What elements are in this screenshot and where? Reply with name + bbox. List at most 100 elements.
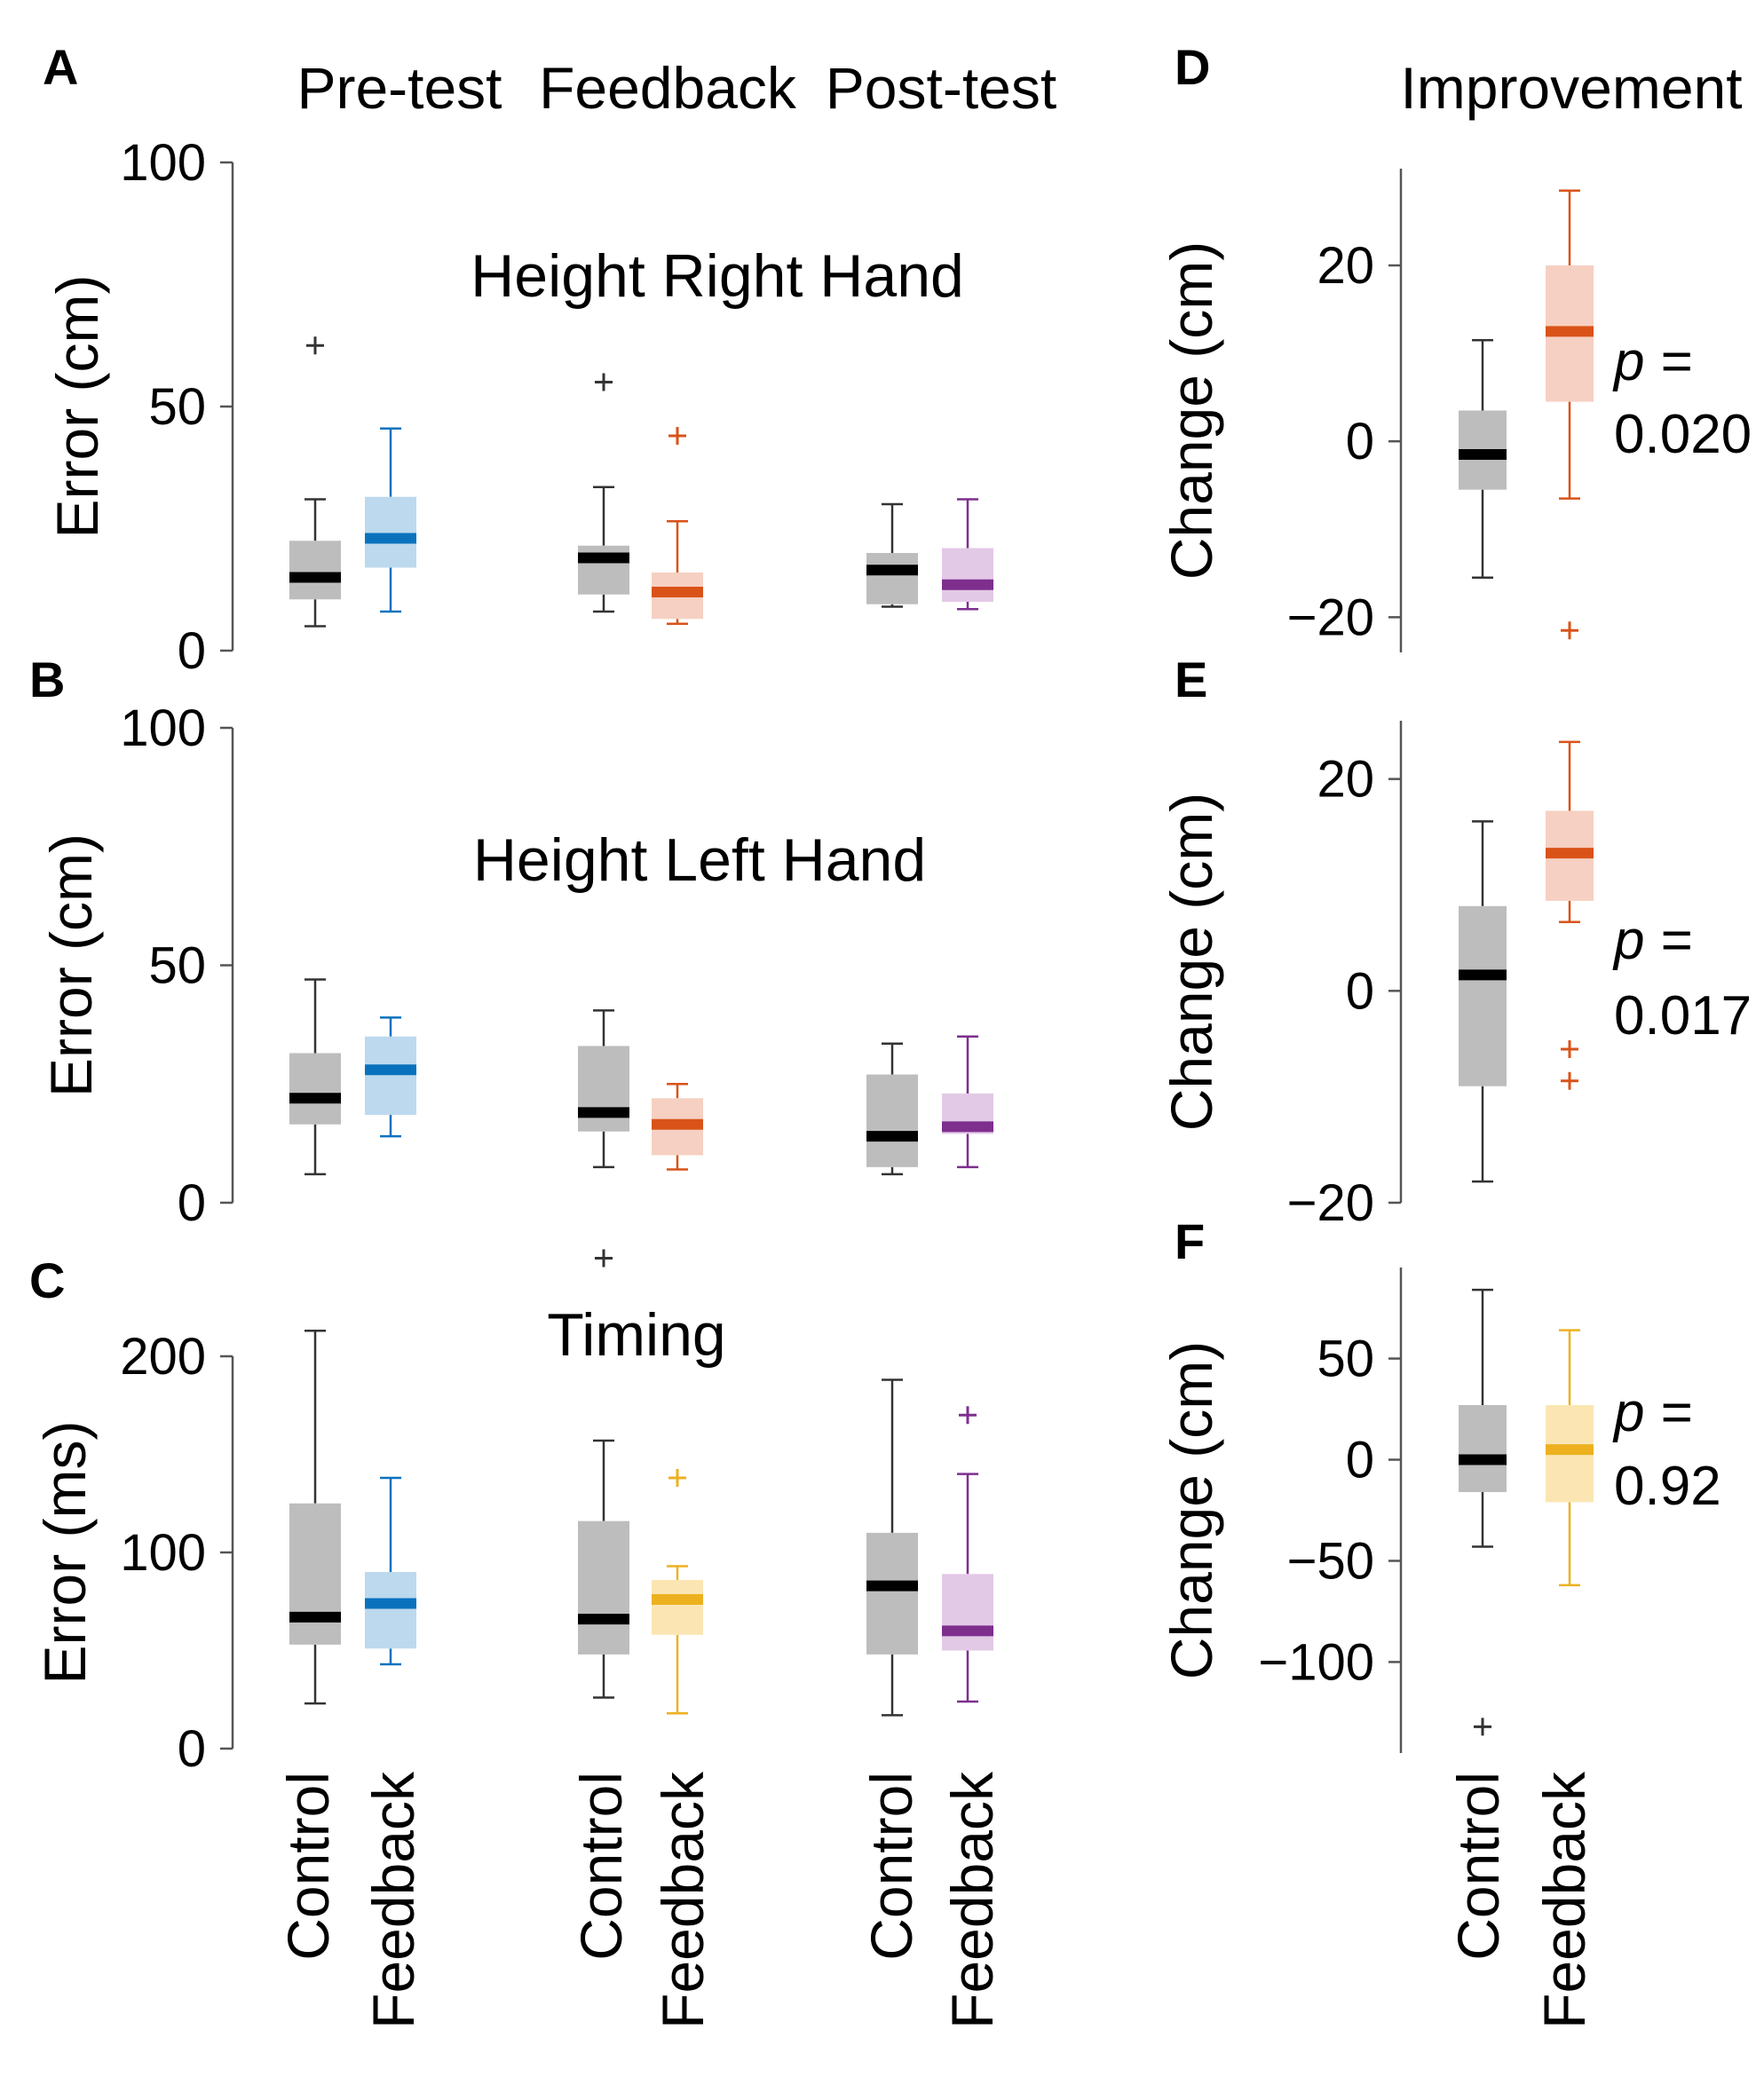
panel-letter-f: F	[1175, 1213, 1205, 1269]
x-category-label: Control	[275, 1772, 341, 1961]
box-iqr	[289, 1503, 341, 1645]
box-feedback	[1546, 189, 1594, 640]
panel-f: F −100 −50 0 50 Change (cm) p = 0.92	[1159, 1213, 1721, 1753]
outlier-marker	[306, 336, 324, 355]
box-iqr	[578, 1520, 629, 1655]
y-tick-label: 100	[120, 1524, 206, 1582]
p-value: 0.017	[1614, 985, 1752, 1046]
box-control-post-test	[866, 1042, 918, 1176]
plot-title: Height Left Hand	[473, 826, 926, 894]
box-feedback-post-test	[942, 498, 993, 611]
box-control-post-test	[866, 1378, 918, 1717]
y-tick-label: −20	[1287, 1174, 1374, 1232]
p-label: p =	[1612, 331, 1692, 392]
box-iqr	[942, 548, 993, 602]
y-axis-label: Change (cm)	[1159, 793, 1224, 1131]
column-title-post-test: Post-test	[826, 55, 1056, 121]
box-iqr	[1459, 1404, 1507, 1492]
outlier-marker	[1561, 1039, 1578, 1058]
y-tick-label: 50	[148, 937, 206, 995]
improvement-title: Improvement	[1400, 55, 1742, 121]
box-feedback-feedback	[652, 1469, 703, 1715]
box-feedback-pre-test	[365, 1476, 416, 1666]
box-feedback-pre-test	[365, 427, 416, 613]
y-tick-label: 0	[178, 1720, 206, 1778]
box-iqr	[365, 496, 416, 568]
box-control-feedback	[578, 373, 629, 613]
panel-e: E −20 0 20 Change (cm) p = 0.017	[1159, 652, 1752, 1232]
box-iqr	[289, 1053, 341, 1125]
x-category-label: Feedback	[939, 1771, 1005, 2029]
p-label: p =	[1612, 1382, 1692, 1443]
column-title-pre-test: Pre-test	[297, 55, 502, 121]
outlier-marker	[959, 1406, 977, 1425]
box-control-pre-test	[289, 1330, 341, 1705]
y-tick-label: 0	[1346, 413, 1374, 470]
y-tick-label: −100	[1258, 1633, 1374, 1691]
y-axis-label: Change (cm)	[1159, 1341, 1224, 1679]
box-iqr	[866, 1532, 918, 1655]
box-iqr	[578, 1046, 629, 1132]
box-control-feedback	[578, 1249, 629, 1699]
p-value: 0.92	[1614, 1456, 1721, 1517]
box-control-pre-test	[289, 336, 341, 628]
y-tick-label: 20	[1317, 751, 1374, 809]
y-tick-label: 0	[178, 1174, 206, 1232]
panel-letter-c: C	[29, 1252, 65, 1308]
y-axis-label: Error (cm)	[44, 275, 110, 539]
p-label: p =	[1612, 910, 1692, 971]
panel-b: B 0 50 100 Error (cm) Height Left Hand	[29, 652, 993, 1232]
panel-letter-a: A	[43, 39, 78, 95]
box-control	[1459, 820, 1507, 1183]
panel-letter-b: B	[29, 652, 65, 707]
y-axis-label: Change (cm)	[1159, 241, 1224, 580]
outlier-marker	[1561, 621, 1578, 640]
box-feedback	[1546, 1329, 1594, 1587]
y-tick-label: 0	[1346, 1432, 1374, 1489]
x-category-label: Control	[858, 1772, 924, 1961]
box-iqr	[942, 1574, 993, 1651]
box-feedback-post-test	[942, 1406, 993, 1703]
outlier-marker	[668, 427, 686, 445]
y-tick-label: 50	[148, 378, 206, 436]
y-tick-label: −20	[1287, 588, 1374, 646]
box-iqr	[866, 553, 918, 604]
panel-a: A 0 50 100 Error (cm) Height Right Hand	[43, 39, 993, 680]
box-feedback-feedback	[652, 1083, 703, 1171]
y-tick-label: 20	[1317, 237, 1374, 295]
box-iqr	[365, 1572, 416, 1649]
plot-title: Height Right Hand	[471, 242, 964, 310]
box-iqr	[289, 541, 341, 600]
y-tick-label: 0	[1346, 962, 1374, 1020]
outlier-marker	[595, 1249, 613, 1268]
box-control	[1459, 1288, 1507, 1736]
x-category-label: Feedback	[650, 1771, 716, 2029]
y-axis-label: Error (ms)	[32, 1421, 98, 1685]
box-iqr	[652, 1579, 703, 1635]
panel-letter-e: E	[1175, 652, 1207, 707]
column-title-feedback: Feedback	[539, 55, 797, 121]
box-feedback	[1546, 740, 1594, 1090]
box-feedback-feedback	[652, 427, 703, 625]
outlier-marker	[1561, 1071, 1578, 1090]
box-control-pre-test	[289, 978, 341, 1176]
improvement-category-label: Control	[1445, 1772, 1511, 1961]
box-feedback-pre-test	[365, 1016, 416, 1138]
box-control-post-test	[866, 502, 918, 608]
y-axis-label: Error (cm)	[38, 833, 104, 1097]
panel-letter-d: D	[1175, 39, 1210, 95]
p-value: 0.020	[1614, 404, 1752, 465]
y-tick-label: 200	[120, 1328, 206, 1386]
panel-c: C 0 100 200 Error (ms) Timing	[29, 1249, 993, 1778]
x-category-label: Control	[568, 1772, 634, 1961]
y-tick-label: −50	[1287, 1532, 1374, 1590]
improvement-category-label: Feedback	[1531, 1771, 1597, 2029]
y-tick-label: 100	[120, 699, 206, 757]
box-control-feedback	[578, 1009, 629, 1169]
x-category-label: Feedback	[360, 1771, 426, 2029]
box-feedback-post-test	[942, 1035, 993, 1169]
outlier-marker	[595, 373, 613, 391]
panel-d: D −20 0 20 Change (cm) p = 0.020	[1159, 39, 1752, 652]
y-tick-label: 0	[178, 622, 206, 680]
